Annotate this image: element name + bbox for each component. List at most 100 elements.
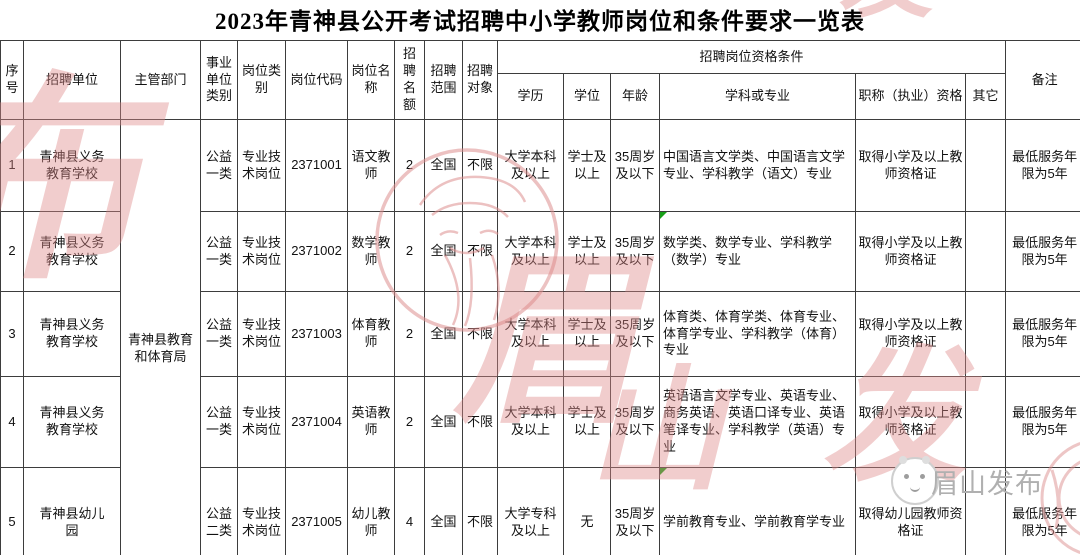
col-header-dept: 主管部门 xyxy=(120,40,201,120)
cell-code: 2371005 xyxy=(285,467,348,555)
cell-cert: 取得小学及以上教师资格证 xyxy=(855,376,966,468)
cell-scope: 全国 xyxy=(424,211,463,292)
cell-code: 2371004 xyxy=(285,376,348,468)
table-row: 5 青神县幼儿园 公益二类 专业技术岗位 2371005 幼儿教师 4 全国 不… xyxy=(0,467,1080,555)
header-row-sub: 学历 学位 年龄 学科或专业 职称（执业）资格 其它 xyxy=(1,73,1080,120)
cell-target: 不限 xyxy=(462,119,498,212)
cell-quota: 2 xyxy=(394,376,425,468)
cell-unit: 青神县幼儿园 xyxy=(23,467,121,555)
col-header-qualification-group: 招聘岗位资格条件 xyxy=(496,40,1007,74)
cell-cert: 取得幼儿园教师资格证 xyxy=(855,467,966,555)
cell-target: 不限 xyxy=(462,467,498,555)
cell-unit: 青神县义务教育学校 xyxy=(23,376,121,468)
cell-post-type: 专业技术岗位 xyxy=(237,211,286,292)
cell-code: 2371002 xyxy=(285,211,348,292)
cell-unit: 青神县义务教育学校 xyxy=(23,291,121,377)
cell-error-marker xyxy=(660,468,667,475)
cell-cert: 取得小学及以上教师资格证 xyxy=(855,291,966,377)
cell-post-name: 英语教师 xyxy=(347,376,395,468)
cell-cert: 取得小学及以上教师资格证 xyxy=(855,211,966,292)
col-header-post-type: 岗位类别 xyxy=(237,40,286,120)
cell-major: 英语语言文学专业、英语专业、商务英语、英语口译专业、英语笔译专业、学科教学（英语… xyxy=(659,376,856,468)
cell-inst-type: 公益二类 xyxy=(200,467,238,555)
cell-degree: 无 xyxy=(563,467,611,555)
cell-post-type: 专业技术岗位 xyxy=(237,119,286,212)
cell-scope: 全国 xyxy=(424,291,463,377)
cell-major-text: 学前教育专业、学前教育学专业 xyxy=(663,514,846,530)
cell-note: 最低服务年限为5年 xyxy=(1005,211,1080,292)
cell-scope: 全国 xyxy=(424,467,463,555)
cell-post-name: 体育教师 xyxy=(347,291,395,377)
cell-note: 最低服务年限为5年 xyxy=(1005,467,1080,555)
cell-age: 35周岁及以下 xyxy=(610,467,660,555)
cell-edu: 大学本科及以上 xyxy=(497,119,564,212)
cell-degree: 学士及以上 xyxy=(563,211,611,292)
col-header-seq: 序号 xyxy=(0,40,24,120)
cell-seq: 2 xyxy=(0,211,24,292)
cell-other xyxy=(964,211,1007,292)
cell-age: 35周岁及以下 xyxy=(610,291,660,377)
col-header-note: 备注 xyxy=(1005,40,1080,120)
cell-major: 体育类、体育学类、体育专业、体育学专业、学科教学（体育）专业 xyxy=(659,291,856,377)
cell-target: 不限 xyxy=(462,376,498,468)
cell-note: 最低服务年限为5年 xyxy=(1005,291,1080,377)
col-header-unit: 招聘单位 xyxy=(23,40,121,120)
col-header-age: 年龄 xyxy=(610,73,660,120)
cell-inst-type: 公益一类 xyxy=(200,376,238,468)
cell-other xyxy=(964,467,1007,555)
cell-edu: 大学本科及以上 xyxy=(497,291,564,377)
cell-target: 不限 xyxy=(462,291,498,377)
cell-post-name: 语文教师 xyxy=(347,119,395,212)
cell-post-type: 专业技术岗位 xyxy=(237,291,286,377)
cell-major: 数学类、数学专业、学科教学（数学）专业 xyxy=(659,211,856,292)
cell-post-name: 幼儿教师 xyxy=(347,467,395,555)
cell-post-name: 数学教师 xyxy=(347,211,395,292)
col-header-post-name: 岗位名称 xyxy=(347,40,395,120)
cell-unit: 青神县义务教育学校 xyxy=(23,119,121,212)
cell-quota: 2 xyxy=(394,119,425,212)
cell-seq: 1 xyxy=(0,119,24,212)
cell-quota: 2 xyxy=(394,211,425,292)
cell-note: 最低服务年限为5年 xyxy=(1005,376,1080,468)
cell-seq: 5 xyxy=(0,467,24,555)
col-header-scope: 招聘范围 xyxy=(424,40,463,120)
cell-seq: 4 xyxy=(0,376,24,468)
cell-major: 中国语言文学类、中国语言文学专业、学科教学（语文）专业 xyxy=(659,119,856,212)
col-header-quota: 招聘名额 xyxy=(394,40,425,120)
col-header-other: 其它 xyxy=(964,73,1007,120)
cell-other xyxy=(964,119,1007,212)
cell-target: 不限 xyxy=(462,211,498,292)
cell-code: 2371001 xyxy=(285,119,348,212)
cell-major: 学前教育专业、学前教育学专业 xyxy=(659,467,856,555)
cell-inst-type: 公益一类 xyxy=(200,291,238,377)
cell-post-type: 专业技术岗位 xyxy=(237,467,286,555)
cell-quota: 2 xyxy=(394,291,425,377)
cell-degree: 学士及以上 xyxy=(563,291,611,377)
col-header-inst-type: 事业单位类别 xyxy=(200,40,238,120)
page-title: 2023年青神县公开考试招聘中小学教师岗位和条件要求一览表 xyxy=(215,9,865,34)
cell-major-text: 数学类、数学专业、学科教学（数学）专业 xyxy=(663,234,833,267)
cell-other xyxy=(964,376,1007,468)
col-header-major: 学科或专业 xyxy=(659,73,856,120)
table-row: 4 青神县义务教育学校 公益一类 专业技术岗位 2371004 英语教师 2 全… xyxy=(0,376,1080,468)
col-header-target: 招聘对象 xyxy=(462,40,498,120)
col-header-degree: 学位 xyxy=(563,73,611,120)
col-header-cert: 职称（执业）资格 xyxy=(855,73,966,120)
cell-age: 35周岁及以下 xyxy=(610,119,660,212)
cell-age: 35周岁及以下 xyxy=(610,376,660,468)
cell-seq: 3 xyxy=(0,291,24,377)
cell-edu: 大学本科及以上 xyxy=(497,211,564,292)
cell-scope: 全国 xyxy=(424,376,463,468)
cell-age: 35周岁及以下 xyxy=(610,211,660,292)
col-header-code: 岗位代码 xyxy=(285,40,348,120)
table-row: 1 青神县义务教育学校 青神县教育和体育局 公益一类 专业技术岗位 237100… xyxy=(0,119,1080,555)
cell-post-type: 专业技术岗位 xyxy=(237,376,286,468)
cell-degree: 学士及以上 xyxy=(563,119,611,212)
cell-scope: 全国 xyxy=(424,119,463,212)
cell-inst-type: 公益一类 xyxy=(200,211,238,292)
cell-error-marker xyxy=(660,212,667,219)
cell-degree: 学士及以上 xyxy=(563,376,611,468)
header-row-group: 序号 招聘单位 主管部门 事业单位类别 岗位类别 岗位代码 岗位名称 招聘名额 … xyxy=(0,40,1080,120)
cell-edu: 大学专科及以上 xyxy=(497,467,564,555)
